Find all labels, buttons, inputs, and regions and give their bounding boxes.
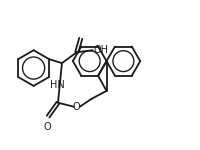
Text: O: O xyxy=(72,102,80,112)
Text: OH: OH xyxy=(94,45,109,55)
Text: O: O xyxy=(43,122,51,132)
Text: HN: HN xyxy=(50,80,65,90)
